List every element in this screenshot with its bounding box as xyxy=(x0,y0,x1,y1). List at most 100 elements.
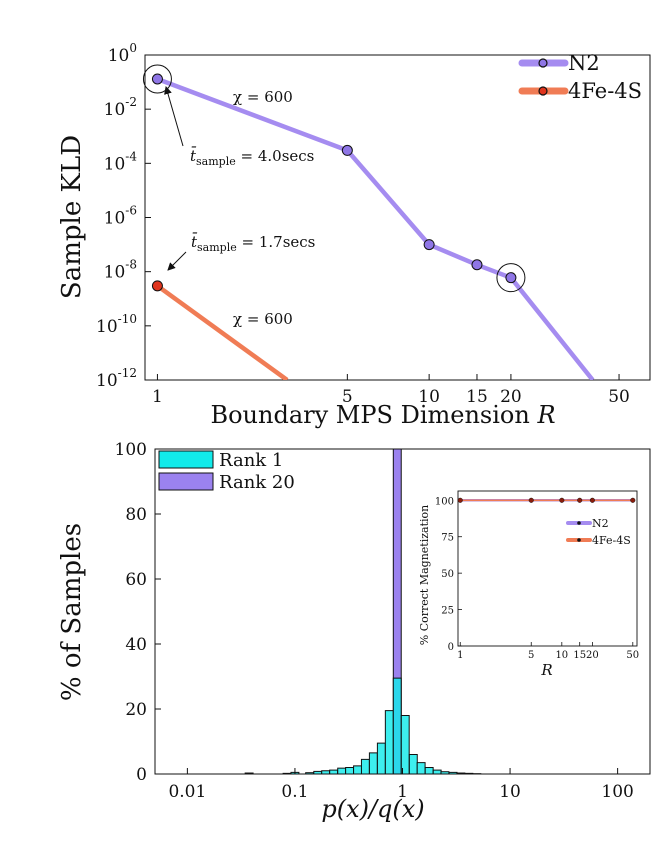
legend-rank1-label: Rank 1 xyxy=(219,450,283,471)
inset-plot-frame xyxy=(457,490,638,647)
inset-series xyxy=(457,497,636,503)
kld-point-n2 xyxy=(341,144,353,156)
kld-y-tick-label: 10-10 xyxy=(96,312,137,337)
inset-y-tick-label: 75 xyxy=(441,533,454,544)
kld-annotation-time-4fe4s: t̄sample = 1.7secs xyxy=(191,233,315,254)
inset-background xyxy=(410,480,640,670)
histogram-x-tick-label: 100 xyxy=(601,782,633,802)
histogram-bar-rank1 xyxy=(329,769,339,775)
kld-y-tick-label: 10-8 xyxy=(104,258,137,283)
histogram-y-tick-label: 40 xyxy=(125,635,147,655)
kld-legend: N2 4Fe-4S xyxy=(518,51,642,103)
kld-y-tick-base: 10 xyxy=(104,209,126,229)
legend-rank20-swatch xyxy=(158,472,214,491)
kld-line-n2 xyxy=(156,76,595,380)
kld-y-tick-base: 10 xyxy=(104,263,126,283)
kld-x-tick-label: 50 xyxy=(608,387,630,407)
inset-x-tick-label: 15 xyxy=(573,650,586,661)
inset-x-tick-label: 20 xyxy=(586,650,599,661)
histogram-y-axis-label: % of Samples xyxy=(57,523,87,701)
kld-x-axis-label-text: Boundary MPS Dimension xyxy=(210,401,537,429)
histogram-bar-rank1 xyxy=(337,767,347,775)
histogram-bar-rank1 xyxy=(376,742,386,775)
histogram-x-ticks: 0.01 0.1 1 10 100 xyxy=(168,768,634,802)
inset-point xyxy=(457,497,463,503)
kld-line-4fe4s xyxy=(156,283,289,380)
inset-x-tick-label: 5 xyxy=(528,650,534,661)
kld-y-tick-exponent: 0 xyxy=(129,41,137,55)
kld-x-axis-label-var: R xyxy=(536,401,555,429)
kld-y-tick-exponent: -8 xyxy=(125,258,137,272)
kld-x-axis-label: Boundary MPS Dimension R xyxy=(210,401,555,429)
inset-legend: N2 4Fe-4S xyxy=(566,517,631,547)
kld-y-tick-label: 10-2 xyxy=(104,95,137,120)
histogram-y-tick-label: 0 xyxy=(136,765,147,785)
histogram-y-tick-label: 60 xyxy=(125,570,147,590)
kld-y-tick-label: 100 xyxy=(108,41,137,66)
inset-point xyxy=(577,497,583,503)
kld-y-tick-label: 10-4 xyxy=(104,149,138,174)
kld-y-tick-base: 10 xyxy=(96,317,118,337)
kld-y-tick-exponent: -10 xyxy=(118,312,137,326)
histogram-bar-rank1 xyxy=(432,769,442,775)
kld-y-tick-base: 10 xyxy=(104,154,126,174)
kld-series-lines xyxy=(156,76,595,380)
inset-y-tick-label: 100 xyxy=(435,496,454,507)
kld-y-tick-base: 10 xyxy=(104,100,126,120)
kld-annotation-chi-4fe4s: χ = 600 xyxy=(233,310,293,328)
kld-highlight-circle xyxy=(496,263,526,293)
kld-y-tick-exponent: -6 xyxy=(125,204,137,218)
kld-y-tick-exponent: -12 xyxy=(118,366,137,380)
legend-4fe4s-marker xyxy=(538,86,548,96)
inset-x-axis-label: R xyxy=(540,661,552,679)
histogram-bar-rank1 xyxy=(353,765,363,775)
inset-y-axis-label: % Correct Magnetization xyxy=(418,505,431,646)
kld-x-tick-label: 5 xyxy=(342,387,353,407)
inset-x-tick-label: 10 xyxy=(555,650,568,661)
inset-y-tick-label: 0 xyxy=(448,642,454,653)
kld-x-tick-label: 1 xyxy=(152,387,163,407)
legend-rank20-label: Rank 20 xyxy=(219,472,295,493)
kld-arrow-n2 xyxy=(164,86,184,147)
inset-point xyxy=(528,497,534,503)
kld-y-tick-label: 10-6 xyxy=(104,204,137,229)
inset-point xyxy=(589,497,595,503)
kld-x-tick-label: 15 xyxy=(466,387,488,407)
legend-n2-marker xyxy=(538,58,548,68)
legend-n2-label: N2 xyxy=(568,51,600,75)
inset-x-tick-label: 50 xyxy=(626,650,639,661)
kld-annotation-time-4fe4s-symbol: t̄ xyxy=(191,233,198,251)
kld-annotation-chi-n2: χ = 600 xyxy=(233,88,293,106)
kld-highlight-circle xyxy=(142,64,172,94)
inset-legend-n2-marker xyxy=(577,521,581,525)
kld-point-4fe4s xyxy=(151,280,163,292)
histogram-bar-rank1 xyxy=(416,762,426,775)
inset-y-tick-label: 50 xyxy=(441,569,454,580)
histogram-legend: Rank 1 Rank 20 xyxy=(158,450,295,493)
kld-x-ticks: 1 5 10 15 20 50 xyxy=(152,374,630,407)
histogram-y-tick-label: 80 xyxy=(125,505,147,525)
histogram-bar-rank1 xyxy=(400,715,410,775)
kld-point-n2 xyxy=(471,259,483,271)
kld-series-markers xyxy=(142,64,526,293)
kld-y-tick-base: 10 xyxy=(108,46,130,66)
inset-legend-4fe4s-label: 4Fe-4S xyxy=(592,534,631,547)
histogram-bar-rank1 xyxy=(384,710,394,775)
histogram-y-ticks: 0 20 40 60 80 100 xyxy=(115,440,161,785)
legend-4fe4s-label: 4Fe-4S xyxy=(568,79,642,103)
histogram-bar-rank1 xyxy=(392,677,402,775)
histogram-bar-rank1 xyxy=(368,752,378,775)
kld-annotation-time-n2-subscript: sample xyxy=(196,155,236,168)
kld-arrow-4fe4s xyxy=(167,251,187,271)
kld-y-tick-base: 10 xyxy=(96,371,118,391)
histogram-bar-rank1 xyxy=(360,758,370,775)
inset-y-tick-label: 25 xyxy=(441,606,454,617)
kld-annotation-time-n2-symbol: t̄ xyxy=(190,147,197,165)
kld-point-n2 xyxy=(423,239,435,251)
